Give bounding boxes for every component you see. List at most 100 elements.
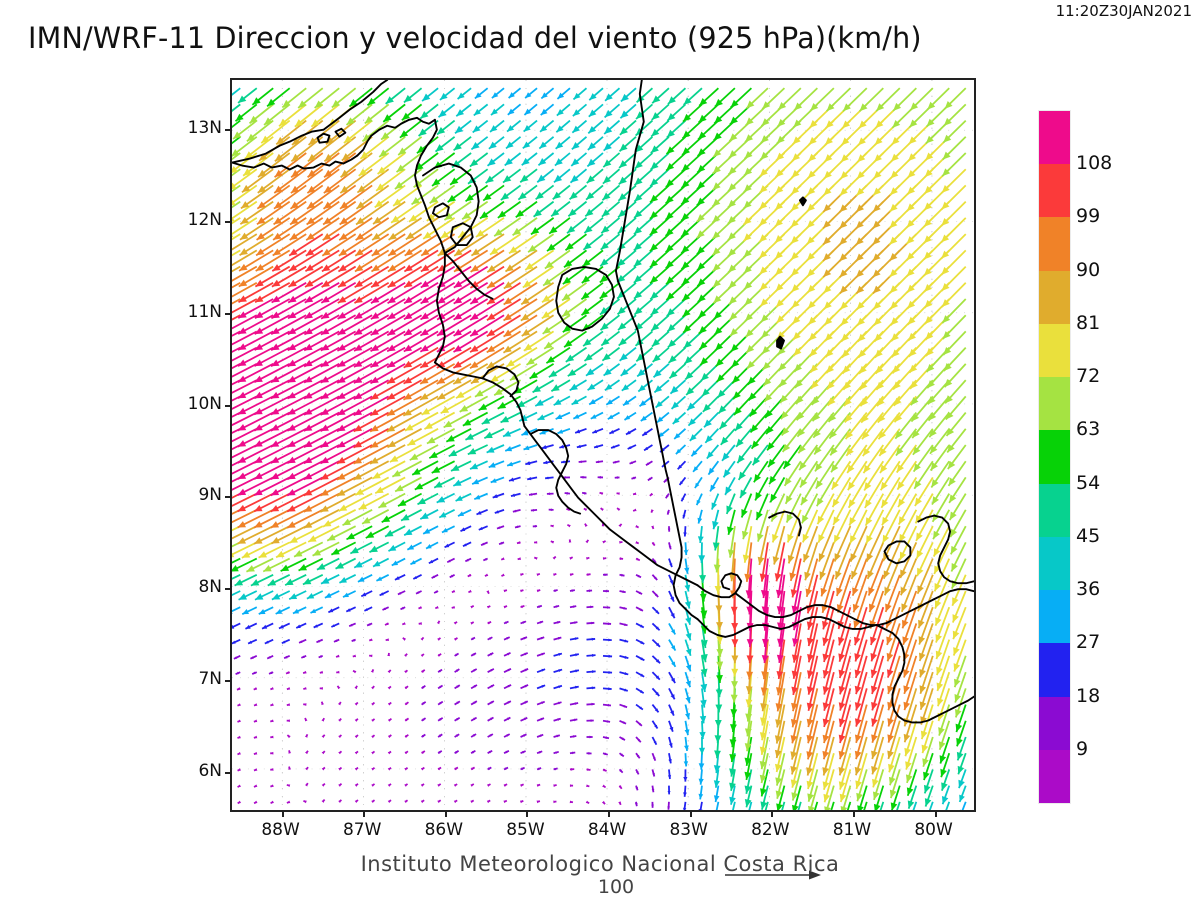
wind-vector-head bbox=[727, 216, 736, 224]
wind-vector-head bbox=[316, 563, 326, 570]
wind-vector-head bbox=[911, 413, 920, 422]
wind-vector-head bbox=[537, 767, 542, 771]
wind-vector-head bbox=[404, 800, 408, 804]
wind-vector-head bbox=[958, 779, 965, 789]
wind-vector-head bbox=[490, 247, 499, 255]
wind-vector-head bbox=[653, 559, 657, 563]
wind-vector-head bbox=[353, 408, 363, 416]
wind-vector-head bbox=[617, 306, 626, 315]
wind-vector-head bbox=[580, 475, 584, 479]
wind-vector-head bbox=[914, 480, 922, 489]
wind-vector-head bbox=[635, 524, 639, 528]
wind-vector-head bbox=[349, 623, 353, 627]
wind-vector-head bbox=[776, 803, 783, 810]
wind-vector-head bbox=[253, 719, 258, 723]
wind-vector-head bbox=[470, 280, 479, 288]
wind-vector-head bbox=[437, 637, 441, 641]
wind-vector-head bbox=[838, 637, 845, 646]
wind-vector-head bbox=[791, 268, 800, 277]
wind-vector-head bbox=[637, 574, 641, 578]
wind-vector-head bbox=[746, 639, 754, 647]
wind-vector-head bbox=[403, 328, 413, 336]
wind-vector-head bbox=[854, 718, 862, 727]
wind-vector-head bbox=[807, 670, 814, 679]
wind-vector-head bbox=[852, 587, 859, 596]
wind-vector-head bbox=[386, 376, 396, 384]
wind-vector-head bbox=[887, 718, 894, 727]
wind-vector-head bbox=[583, 242, 592, 250]
wind-vector-head bbox=[655, 691, 660, 697]
wind-vector-head bbox=[873, 301, 882, 310]
colorbar-tick-label: 108 bbox=[1076, 152, 1113, 175]
wind-vector-head bbox=[232, 216, 235, 222]
wind-vector-head bbox=[699, 341, 708, 350]
wind-vector-head bbox=[742, 554, 750, 563]
wind-vector-head bbox=[327, 534, 336, 541]
wind-vector-head bbox=[451, 464, 460, 471]
wind-vector-head bbox=[791, 670, 799, 679]
wind-vector-head bbox=[681, 212, 690, 221]
wind-vector-head bbox=[893, 381, 901, 390]
wind-vector-head bbox=[783, 460, 791, 469]
wind-vector-head bbox=[518, 192, 527, 200]
wind-vector-head bbox=[474, 494, 481, 500]
wind-vector-head bbox=[872, 778, 879, 788]
wind-vector-head bbox=[287, 359, 297, 367]
wind-vector-head bbox=[955, 708, 962, 718]
wind-vector-head bbox=[728, 296, 737, 305]
wind-vector-head bbox=[323, 201, 332, 209]
wind-vector-head bbox=[337, 312, 347, 319]
wind-vector-head bbox=[868, 587, 875, 596]
wind-vector-head bbox=[916, 550, 924, 559]
wind-vector-head bbox=[446, 435, 455, 442]
wind-vector-head bbox=[634, 177, 643, 186]
wind-vector-head bbox=[254, 537, 263, 544]
wind-vector-head bbox=[379, 592, 384, 596]
wind-vector-head bbox=[663, 479, 668, 483]
wind-vector-head bbox=[858, 349, 867, 358]
wind-vector-head bbox=[863, 464, 871, 474]
wind-vector-head bbox=[665, 195, 674, 204]
wind-vector-head bbox=[253, 735, 258, 739]
wind-vector-head bbox=[550, 541, 555, 544]
wind-vector-head bbox=[521, 429, 529, 436]
wind-vector-head bbox=[617, 508, 621, 512]
wind-vector-head bbox=[824, 806, 831, 810]
wind-vector-head bbox=[621, 384, 630, 391]
wind-vector-head bbox=[337, 328, 346, 335]
wind-vector-head bbox=[876, 381, 885, 390]
wind-vector-head bbox=[439, 685, 443, 689]
wind-vector-head bbox=[303, 686, 307, 690]
wind-vector-head bbox=[696, 213, 705, 222]
wind-vector-head bbox=[320, 376, 330, 383]
wind-vector-head bbox=[569, 557, 573, 560]
wind-vector-head bbox=[866, 535, 873, 544]
wind-vector-head bbox=[635, 786, 638, 791]
wind-vector-head bbox=[612, 460, 617, 464]
wind-vector-head bbox=[497, 210, 507, 218]
wind-vector-head bbox=[939, 755, 947, 764]
colorbar bbox=[1038, 110, 1071, 804]
wind-vector-head bbox=[955, 723, 963, 733]
wind-vector-head bbox=[862, 447, 871, 457]
wind-vector-head bbox=[650, 194, 659, 203]
wind-vector-head bbox=[271, 279, 281, 287]
wind-vector-head bbox=[546, 355, 555, 364]
wind-vector-head bbox=[873, 803, 881, 810]
wind-vector-head bbox=[605, 736, 609, 739]
wind-vector-head bbox=[507, 684, 512, 688]
wind-vector-head bbox=[730, 724, 737, 733]
wind-vector-head bbox=[571, 398, 579, 405]
wind-vector-head bbox=[806, 252, 815, 261]
wind-vector-head bbox=[403, 376, 413, 384]
wind-vector-head bbox=[741, 530, 749, 540]
colorbar-segment bbox=[1039, 643, 1070, 697]
wind-vector-head bbox=[483, 193, 492, 201]
wind-vector-head bbox=[650, 291, 659, 300]
wind-vector-head bbox=[743, 200, 752, 209]
wind-vector-head bbox=[633, 259, 642, 267]
wind-vector-head bbox=[603, 368, 612, 376]
wind-vector bbox=[232, 476, 241, 483]
wind-vector-head bbox=[611, 445, 615, 449]
wind-vector-head bbox=[877, 414, 886, 423]
